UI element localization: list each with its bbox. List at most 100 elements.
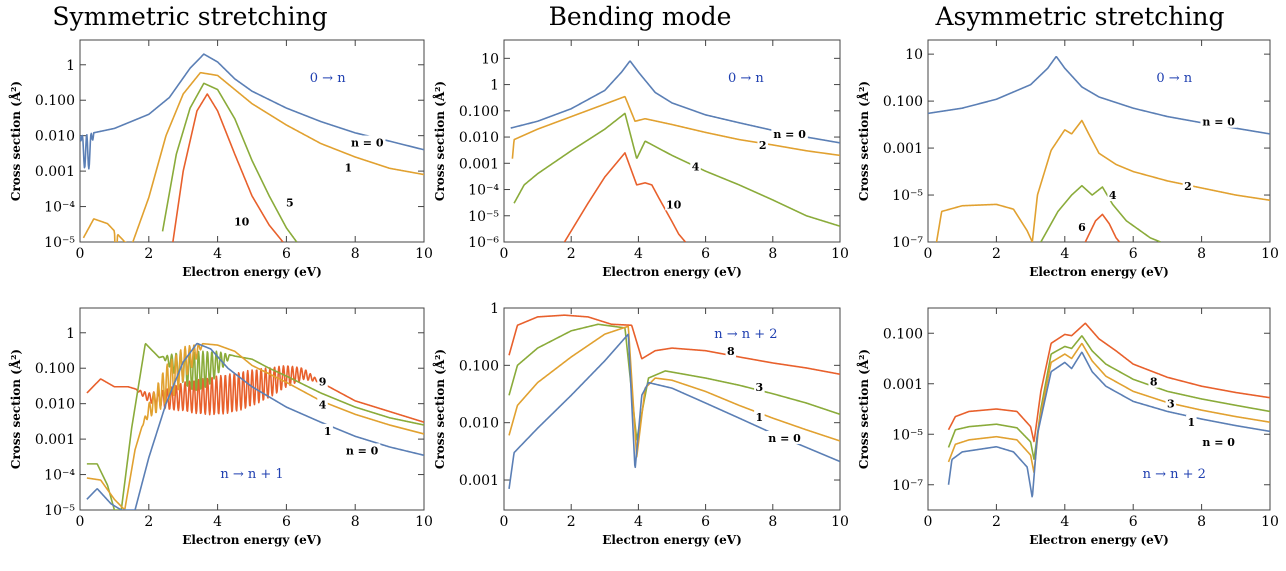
curve-label: n = 0 bbox=[773, 128, 806, 141]
y-tick-label: 0.001 bbox=[883, 141, 923, 157]
curve-label-bg bbox=[1200, 114, 1237, 128]
x-tick-label: 8 bbox=[351, 246, 360, 262]
column-title-asymmetric: Asymmetric stretching bbox=[934, 2, 1224, 31]
x-tick-label: 2 bbox=[567, 514, 576, 530]
y-tick-label: 0.010 bbox=[35, 129, 75, 145]
series-line-n0 bbox=[947, 351, 1270, 498]
plot-frame bbox=[927, 307, 1271, 511]
curve-label: 9 bbox=[319, 375, 327, 388]
curve-label: n = 0 bbox=[768, 432, 801, 445]
y-tick-label: 10⁻⁴ bbox=[44, 468, 75, 484]
curve-label-bg bbox=[771, 126, 808, 140]
curve-label: 6 bbox=[1078, 221, 1086, 234]
x-tick-label: 4 bbox=[634, 246, 643, 262]
panel-bend_0n: 0 2 4 6 8 10 10 1 0.100 0.010 0.001 10⁻⁴ 10⁻⁵ 10⁻⁶ Ele… bbox=[432, 39, 849, 279]
plot-frame bbox=[79, 307, 425, 511]
x-tick-label: 4 bbox=[1060, 514, 1069, 530]
y-tick-label: 10⁻⁵ bbox=[892, 188, 923, 204]
transition-annotation: 0 → n bbox=[1156, 71, 1192, 86]
curve-label-bg bbox=[1200, 435, 1237, 449]
y-tick-label: 0.100 bbox=[35, 361, 75, 377]
y-tick-label: 0.001 bbox=[459, 156, 499, 172]
x-tick-label: 10 bbox=[415, 246, 433, 262]
y-tick-label: 1 bbox=[490, 78, 499, 94]
series-line-1 bbox=[86, 342, 424, 510]
transition-annotation: n → n + 2 bbox=[1143, 467, 1206, 482]
curve-label-bg bbox=[1076, 219, 1088, 233]
curve-label-bg bbox=[766, 430, 803, 444]
y-tick-label: 0.001 bbox=[459, 473, 499, 489]
x-axis-label: Electron energy (eV) bbox=[1029, 533, 1169, 547]
curve-label-bg bbox=[1148, 374, 1159, 388]
curve-label: n = 0 bbox=[346, 444, 379, 457]
plot-frame bbox=[503, 39, 841, 243]
y-tick-label: 0.001 bbox=[35, 432, 75, 448]
y-tick-label: 0.010 bbox=[459, 130, 499, 146]
curve-label: 1 bbox=[344, 161, 352, 174]
curve-label-bg bbox=[1186, 414, 1197, 428]
panel-asym_nn2: 0 2 4 6 8 10 0.100 0.001 10⁻⁵ 10⁻⁷ Electron energy… bbox=[856, 307, 1279, 547]
x-tick-label: 8 bbox=[1197, 514, 1206, 530]
y-axis-label: Cross section (Å²) bbox=[432, 349, 447, 469]
x-tick-label: 0 bbox=[76, 246, 85, 262]
curve-label-bg bbox=[343, 443, 381, 457]
y-tick-label: 10⁻⁴ bbox=[44, 200, 75, 216]
x-tick-label: 6 bbox=[282, 514, 291, 530]
curve-label: 2 bbox=[1184, 180, 1192, 193]
series-line-8 bbox=[508, 314, 840, 376]
x-tick-label: 6 bbox=[701, 514, 710, 530]
series-line-8 bbox=[947, 322, 1270, 443]
curve-label: 5 bbox=[286, 197, 294, 210]
curve-label: 10 bbox=[666, 198, 682, 211]
curve-label-bg bbox=[757, 138, 768, 152]
series-line-2 bbox=[935, 119, 1270, 242]
x-axis-label: Electron energy (eV) bbox=[602, 533, 742, 547]
y-tick-label: 1 bbox=[490, 301, 499, 317]
curve-label: 4 bbox=[1109, 189, 1117, 202]
x-tick-label: 2 bbox=[144, 246, 153, 262]
y-tick-label: 0.001 bbox=[35, 164, 75, 180]
series-line-5 bbox=[161, 82, 298, 242]
transition-annotation: 0 → n bbox=[728, 71, 764, 86]
x-tick-label: 0 bbox=[76, 514, 85, 530]
curve-label: 1 bbox=[324, 425, 332, 438]
x-tick-label: 8 bbox=[768, 514, 777, 530]
y-tick-label: 0.100 bbox=[459, 104, 499, 120]
x-axis-label: Electron energy (eV) bbox=[602, 265, 742, 279]
curve-label: n = 0 bbox=[351, 137, 384, 150]
curve-label-bg bbox=[233, 214, 251, 228]
panel-bend_nn2: 0 2 4 6 8 10 1 0.100 0.010 0.001 Electron energy (… bbox=[432, 301, 849, 547]
curve-label-bg bbox=[665, 197, 683, 211]
panel-sym_nn1: 0 2 4 6 8 10 1 0.100 0.010 0.001 10⁻⁴ 10⁻⁵ Electron … bbox=[8, 307, 433, 547]
curve-label-bg bbox=[1107, 188, 1118, 202]
series-line-3 bbox=[508, 323, 840, 441]
y-tick-label: 10⁻⁷ bbox=[892, 235, 923, 251]
curve-label: 8 bbox=[727, 345, 735, 358]
curve-label: 4 bbox=[319, 398, 327, 411]
x-tick-label: 10 bbox=[831, 246, 849, 262]
x-axis-label: Electron energy (eV) bbox=[182, 265, 322, 279]
x-tick-label: 8 bbox=[351, 514, 360, 530]
x-tick-label: 0 bbox=[924, 246, 933, 262]
curve-label-bg bbox=[725, 344, 737, 358]
x-tick-label: 6 bbox=[1129, 514, 1138, 530]
y-tick-label: 0.010 bbox=[459, 416, 499, 432]
curve-label-bg bbox=[754, 380, 765, 394]
x-axis-label: Electron energy (eV) bbox=[1029, 265, 1169, 279]
curve-label-bg bbox=[1165, 396, 1177, 410]
curve-label-bg bbox=[322, 423, 333, 437]
series-line-6 bbox=[1084, 213, 1121, 242]
curve-label-bg bbox=[690, 159, 701, 173]
curve-label: 3 bbox=[756, 381, 764, 394]
curve-label-bg bbox=[1182, 178, 1194, 192]
y-tick-label: 0.100 bbox=[35, 93, 75, 109]
series-line-10 bbox=[172, 93, 284, 242]
plot-frame bbox=[927, 39, 1271, 243]
curve-label: n = 0 bbox=[1202, 116, 1235, 129]
curve-label-bg bbox=[754, 410, 765, 424]
y-tick-label: 10⁻⁵ bbox=[44, 235, 75, 251]
curve-label-bg bbox=[317, 397, 328, 411]
x-tick-label: 2 bbox=[144, 514, 153, 530]
y-tick-label: 0.100 bbox=[459, 358, 499, 374]
